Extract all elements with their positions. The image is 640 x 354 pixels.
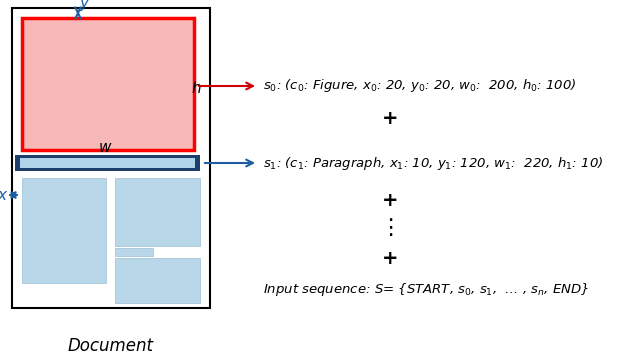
Text: $s_1$: ($c_1$: Paragraph, $x_1$: 10, $y_1$: 120, $w_1$:  220, $h_1$: 10): $s_1$: ($c_1$: Paragraph, $x_1$: 10, $y_… [263, 154, 604, 171]
Text: ⋮: ⋮ [379, 218, 401, 238]
Text: $h$: $h$ [191, 80, 202, 96]
Bar [22, 178, 106, 283]
Bar [20, 158, 195, 168]
Text: $s_0$: ($c_0$: Figure, $x_0$: 20, $y_0$: 20, $w_0$:  200, $h_0$: 100): $s_0$: ($c_0$: Figure, $x_0$: 20, $y_0$:… [263, 78, 577, 95]
Text: $x$: $x$ [0, 188, 9, 202]
Bar [12, 8, 210, 308]
Bar [115, 178, 200, 246]
Bar [15, 155, 200, 171]
Text: $w$: $w$ [98, 141, 112, 155]
Text: +: + [381, 190, 398, 210]
Text: Document: Document [68, 337, 154, 354]
Text: +: + [381, 108, 398, 127]
Bar [115, 248, 153, 256]
Bar [115, 258, 200, 303]
Text: $y$: $y$ [79, 0, 91, 13]
Text: Input sequence: $S$= {START, $s_0$, $s_1$,  … , $s_n$, END}: Input sequence: $S$= {START, $s_0$, $s_1… [263, 281, 589, 298]
Text: +: + [381, 249, 398, 268]
Bar [22, 18, 194, 150]
